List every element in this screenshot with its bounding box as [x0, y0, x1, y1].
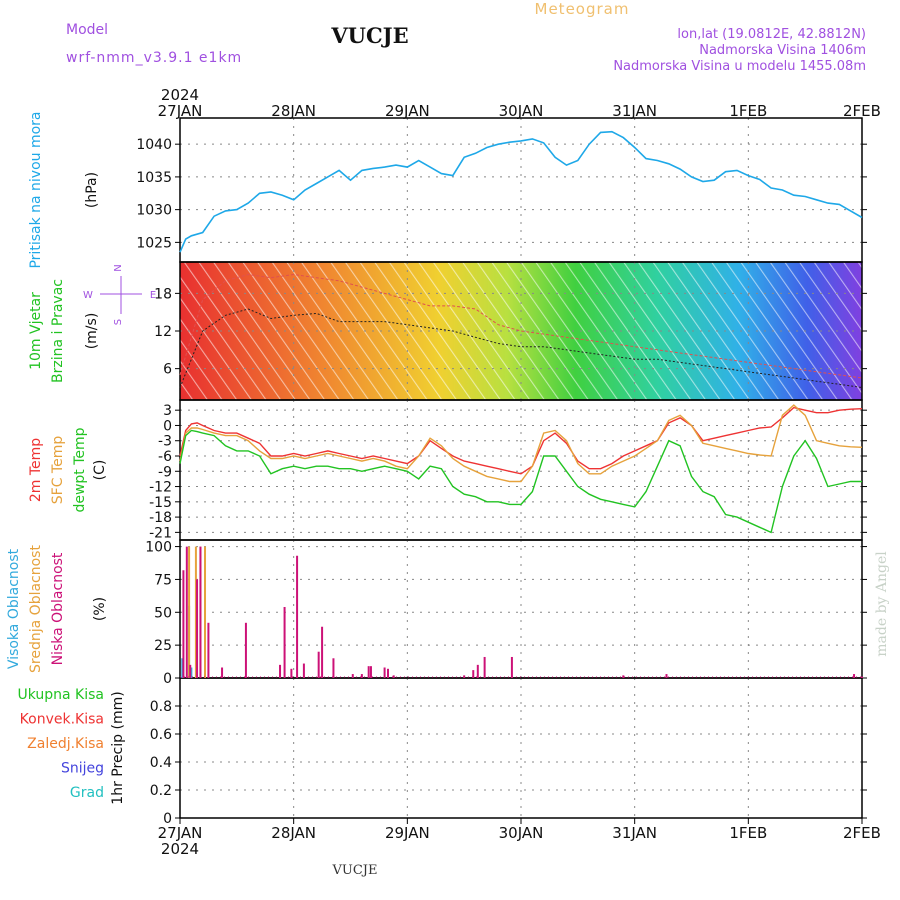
pressure-ytick-label: 1035 [136, 170, 172, 186]
pressure-ytick-label: 1040 [136, 137, 172, 153]
x-tick-label-top: 1FEB [729, 102, 767, 120]
product-title: Meteogram [535, 0, 630, 18]
x-tick-label-bottom: 31JAN [612, 824, 657, 842]
temperature-ytick-label: -3 [158, 434, 172, 450]
precip-ytick-label: 0.8 [150, 699, 172, 715]
temperature-ytick-label: -18 [149, 510, 172, 526]
wind-speed-line [179, 308, 863, 388]
temperature-panel-frame [179, 399, 863, 541]
compass-n: N [113, 264, 124, 271]
x-tick-label-bottom: 28JAN [271, 824, 316, 842]
wind-ytick-label: 6 [163, 362, 172, 378]
precip-legend-item: Snijeg [61, 761, 104, 777]
x-tick-label-bottom: 1FEB [729, 824, 767, 842]
footer-station: VUCJE [332, 863, 378, 878]
pressure-line [179, 130, 863, 253]
credit-watermark: made by Angel [874, 551, 890, 657]
cloud-axis-label: Niska Oblacnost [50, 552, 66, 665]
temperature-ytick-label: 3 [163, 403, 172, 419]
x-tick-label-top: 31JAN [612, 102, 657, 120]
lonlat-label: lon,lat (19.0812E, 42.8812N) [677, 27, 866, 42]
cloud-ytick-label: 50 [154, 605, 172, 621]
compass-e: E [150, 290, 156, 301]
temp-line-dewpt-temp [179, 429, 862, 534]
precip-legend-item: Grad [70, 785, 104, 801]
x-tick-label-top: 2FEB [843, 102, 881, 120]
wind-barb-hatching [180, 262, 862, 400]
cloud-ytick-label: 100 [145, 540, 172, 556]
year-bottom: 2024 [161, 840, 199, 858]
temperature-ytick-label: -21 [149, 525, 172, 541]
x-tick-label-top: 27JAN [158, 102, 203, 120]
x-tick-label-top: 28JAN [271, 102, 316, 120]
temperature-ytick-label: -6 [158, 449, 172, 465]
precip-legend-item: Konvek.Kisa [20, 712, 104, 728]
temp-line-sfc-temp [179, 404, 863, 483]
station-title: VUCJE [330, 23, 408, 48]
temperature-axis-label: dewpt Temp [72, 427, 88, 512]
pressure-ytick-label: 1030 [136, 203, 172, 219]
pressure-ytick-label: 1025 [136, 235, 172, 251]
cloud-ytick-label: 0 [163, 671, 172, 687]
wind-axis-label: (m/s) [84, 313, 100, 350]
x-tick-label-bottom: 27JAN [158, 824, 203, 842]
x-tick-label-bottom: 29JAN [385, 824, 430, 842]
temperature-ytick-label: -9 [158, 464, 172, 480]
temp-line-2m-temp [179, 406, 863, 475]
model-elevation-label: Nadmorska Visina u modelu 1455.08m [613, 59, 866, 74]
cloud-axis-label: (%) [92, 597, 108, 621]
year-top: 2024 [161, 86, 199, 104]
x-tick-label-top: 30JAN [499, 102, 544, 120]
x-tick-label-bottom: 30JAN [499, 824, 544, 842]
wind-ytick-label: 18 [154, 286, 172, 302]
temperature-axis-label: 2m Temp [28, 438, 44, 502]
temperature-ytick-label: -15 [149, 495, 172, 511]
temperature-axis-label: (C) [92, 460, 108, 481]
cloud-axis-label: Visoka Oblacnost [6, 548, 22, 669]
compass-w: W [83, 290, 93, 301]
model-label: Model [66, 22, 108, 38]
wind-gust-line [179, 273, 863, 379]
cloud-ytick-label: 75 [154, 572, 172, 588]
precip-ytick-label: 0.4 [150, 755, 172, 771]
pressure-axis-label: Pritisak na nivou mora [28, 111, 44, 268]
precip-ytick-label: 0.6 [150, 727, 172, 743]
wind-axis-label: 10m Vjetar [28, 292, 44, 370]
temperature-ytick-label: 0 [163, 418, 172, 434]
precip-ytick-label: 0 [163, 811, 172, 827]
precip-legend-item: Zaledj.Kisa [27, 736, 104, 752]
precip-axis-label: 1hr Precip (mm) [110, 691, 126, 804]
wind-ytick-label: 12 [154, 324, 172, 340]
pressure-axis-label: (hPa) [84, 172, 100, 208]
model-name: wrf-nmm_v3.9.1 e1km [66, 50, 242, 66]
compass-s: S [113, 319, 124, 325]
precip-panel-frame [179, 677, 863, 819]
x-tick-label-top: 29JAN [385, 102, 430, 120]
cloud-ytick-label: 25 [154, 638, 172, 654]
wind-axis-label: Brzina i Pravac [50, 279, 66, 383]
cloud-panel-frame [179, 539, 863, 679]
precip-ytick-label: 0.2 [150, 783, 172, 799]
precip-legend-item: Ukupna Kisa [17, 687, 104, 703]
elevation-label: Nadmorska Visina 1406m [699, 43, 866, 58]
cloud-axis-label: Srednja Oblacnost [28, 545, 44, 673]
x-tick-label-bottom: 2FEB [843, 824, 881, 842]
temperature-axis-label: SFC Temp [50, 436, 66, 505]
temperature-ytick-label: -12 [149, 480, 172, 496]
